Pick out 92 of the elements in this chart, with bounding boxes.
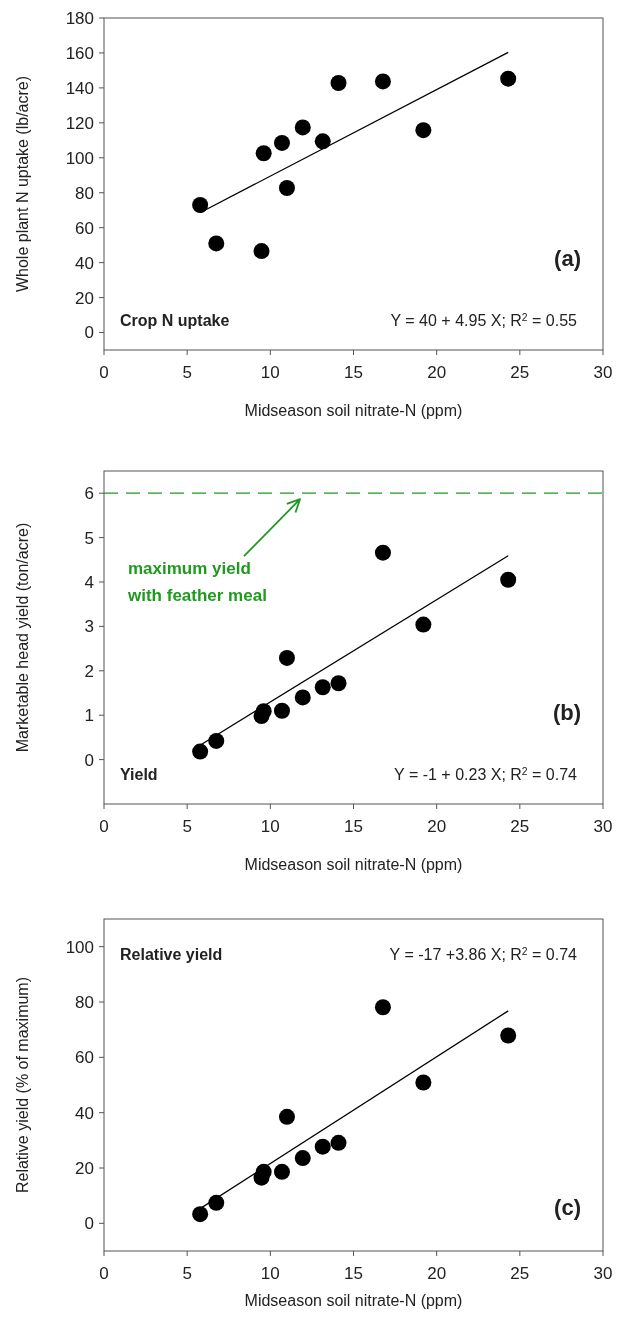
y-tick-label: 60 — [75, 1048, 94, 1068]
x-tick-label: 30 — [593, 363, 613, 382]
point — [374, 544, 391, 561]
y-tick-label: 180 — [65, 8, 94, 28]
point — [273, 702, 290, 719]
point — [192, 743, 209, 760]
y-tick-label: 2 — [84, 661, 94, 681]
point — [253, 243, 270, 260]
x-axis-title: Midseason soil nitrate-N (ppm) — [244, 856, 463, 873]
point — [415, 122, 432, 139]
y-tick-label: 20 — [75, 288, 94, 308]
x-tick-label: 10 — [260, 817, 280, 836]
y-axis-title: Whole plant N uptake (lb/acre) — [14, 75, 31, 293]
x-tick-label: 5 — [182, 1264, 192, 1283]
point — [500, 1027, 517, 1044]
x-axis-title: Midseason soil nitrate-N (ppm) — [244, 402, 463, 419]
x-tick-label: 30 — [593, 817, 613, 836]
annotation: Y = 40 + 4.95 X; R$^{2}$ = 0.55 — [390, 311, 578, 329]
x-tick-label: 0 — [99, 817, 109, 836]
point — [278, 649, 295, 666]
y-tick-label: 140 — [65, 78, 94, 98]
x-tick-label: 15 — [344, 1264, 363, 1283]
x-tick-label: 5 — [182, 817, 192, 836]
x-tick-label: 0 — [99, 363, 109, 382]
annotation: Y = -17 +3.86 X; R$^{2}$ = 0.74 — [389, 945, 578, 963]
y-tick-label: 100 — [65, 148, 94, 168]
y-axis-title: Marketable head yield (ton/acre) — [14, 522, 31, 753]
y-tick-label: 80 — [75, 183, 94, 203]
point — [278, 180, 295, 197]
annotation: Crop N uptake — [120, 312, 230, 329]
point — [294, 689, 311, 706]
annotation: (a) — [554, 246, 581, 271]
point — [374, 999, 391, 1016]
point — [273, 134, 290, 151]
point — [192, 196, 209, 213]
y-tick-label: 0 — [84, 750, 94, 770]
point — [192, 1206, 209, 1223]
x-tick-label: 10 — [260, 363, 280, 382]
point — [278, 1108, 295, 1125]
point — [415, 616, 432, 633]
y-tick-label: 0 — [84, 1214, 94, 1234]
y-tick-label: 4 — [84, 572, 94, 592]
point — [500, 70, 517, 87]
annotation: (c) — [554, 1195, 581, 1220]
annotation: Y = -1 + 0.23 X; R$^{2}$ = 0.74 — [394, 765, 578, 783]
y-tick-label: 80 — [75, 992, 94, 1012]
x-tick-label: 15 — [344, 817, 363, 836]
point — [273, 1163, 290, 1180]
x-tick-label: 25 — [510, 1264, 530, 1283]
annotation: (b) — [552, 700, 581, 725]
point — [294, 1150, 311, 1167]
y-tick-label: 20 — [75, 1158, 94, 1178]
point — [500, 571, 517, 588]
y-tick-label: 60 — [75, 218, 94, 238]
x-tick-label: 30 — [593, 1264, 613, 1283]
y-tick-label: 40 — [75, 253, 94, 273]
y-tick-label: 100 — [65, 937, 94, 957]
point — [330, 1134, 347, 1151]
x-tick-label: 25 — [510, 363, 530, 382]
y-tick-label: 3 — [84, 617, 94, 637]
point — [208, 235, 225, 252]
annotation: maximum yield with feather meal — [127, 559, 267, 606]
y-tick-label: 0 — [84, 323, 94, 343]
x-tick-label: 5 — [182, 363, 192, 382]
point — [294, 119, 311, 136]
x-tick-label: 25 — [510, 817, 530, 836]
point — [255, 1163, 272, 1180]
annotation: Yield — [120, 766, 158, 783]
point — [374, 73, 391, 90]
y-axis-title: Relative yield (% of maximum) — [14, 976, 31, 1194]
x-tick-label: 20 — [427, 1264, 447, 1283]
x-axis-title: Midseason soil nitrate-N (ppm) — [244, 1292, 463, 1309]
x-tick-label: 10 — [260, 1264, 280, 1283]
annotation: Relative yield — [120, 946, 223, 963]
y-tick-label: 40 — [75, 1103, 94, 1123]
y-tick-label: 120 — [65, 113, 94, 133]
point — [330, 75, 347, 91]
x-tick-label: 15 — [344, 363, 363, 382]
point — [208, 732, 225, 749]
y-tick-label: 160 — [65, 43, 94, 63]
point — [314, 679, 331, 696]
point — [415, 1074, 432, 1091]
point — [255, 145, 272, 162]
x-tick-label: 20 — [427, 817, 447, 836]
y-tick-label: 5 — [84, 528, 94, 548]
y-tick-label: 6 — [84, 484, 94, 504]
point — [314, 1138, 331, 1155]
point — [314, 133, 331, 150]
x-tick-label: 0 — [99, 1264, 109, 1283]
y-tick-label: 1 — [84, 706, 94, 726]
x-tick-label: 20 — [427, 363, 447, 382]
point — [330, 675, 347, 692]
